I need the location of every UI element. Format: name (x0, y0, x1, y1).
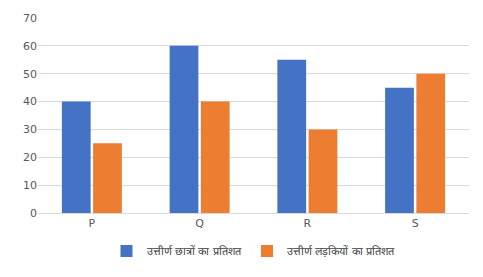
svg-text:उत्तीर्ण छात्रों का प्रतिशत: उत्तीर्ण छात्रों का प्रतिशत (147, 245, 242, 258)
svg-text:0: 0 (30, 207, 37, 220)
svg-text:P: P (89, 217, 96, 230)
svg-text:R: R (304, 217, 312, 230)
svg-text:30: 30 (23, 123, 37, 136)
svg-text:10: 10 (23, 179, 37, 192)
svg-text:70: 70 (23, 12, 37, 25)
svg-text:50: 50 (23, 68, 37, 81)
svg-text:Q: Q (195, 217, 204, 230)
svg-text:उत्तीर्ण लड़कियों का प्रतिशत: उत्तीर्ण लड़कियों का प्रतिशत (287, 245, 395, 258)
svg-text:20: 20 (23, 151, 37, 164)
svg-text:60: 60 (23, 40, 37, 53)
svg-text:S: S (412, 217, 419, 230)
svg-text:40: 40 (23, 95, 37, 108)
